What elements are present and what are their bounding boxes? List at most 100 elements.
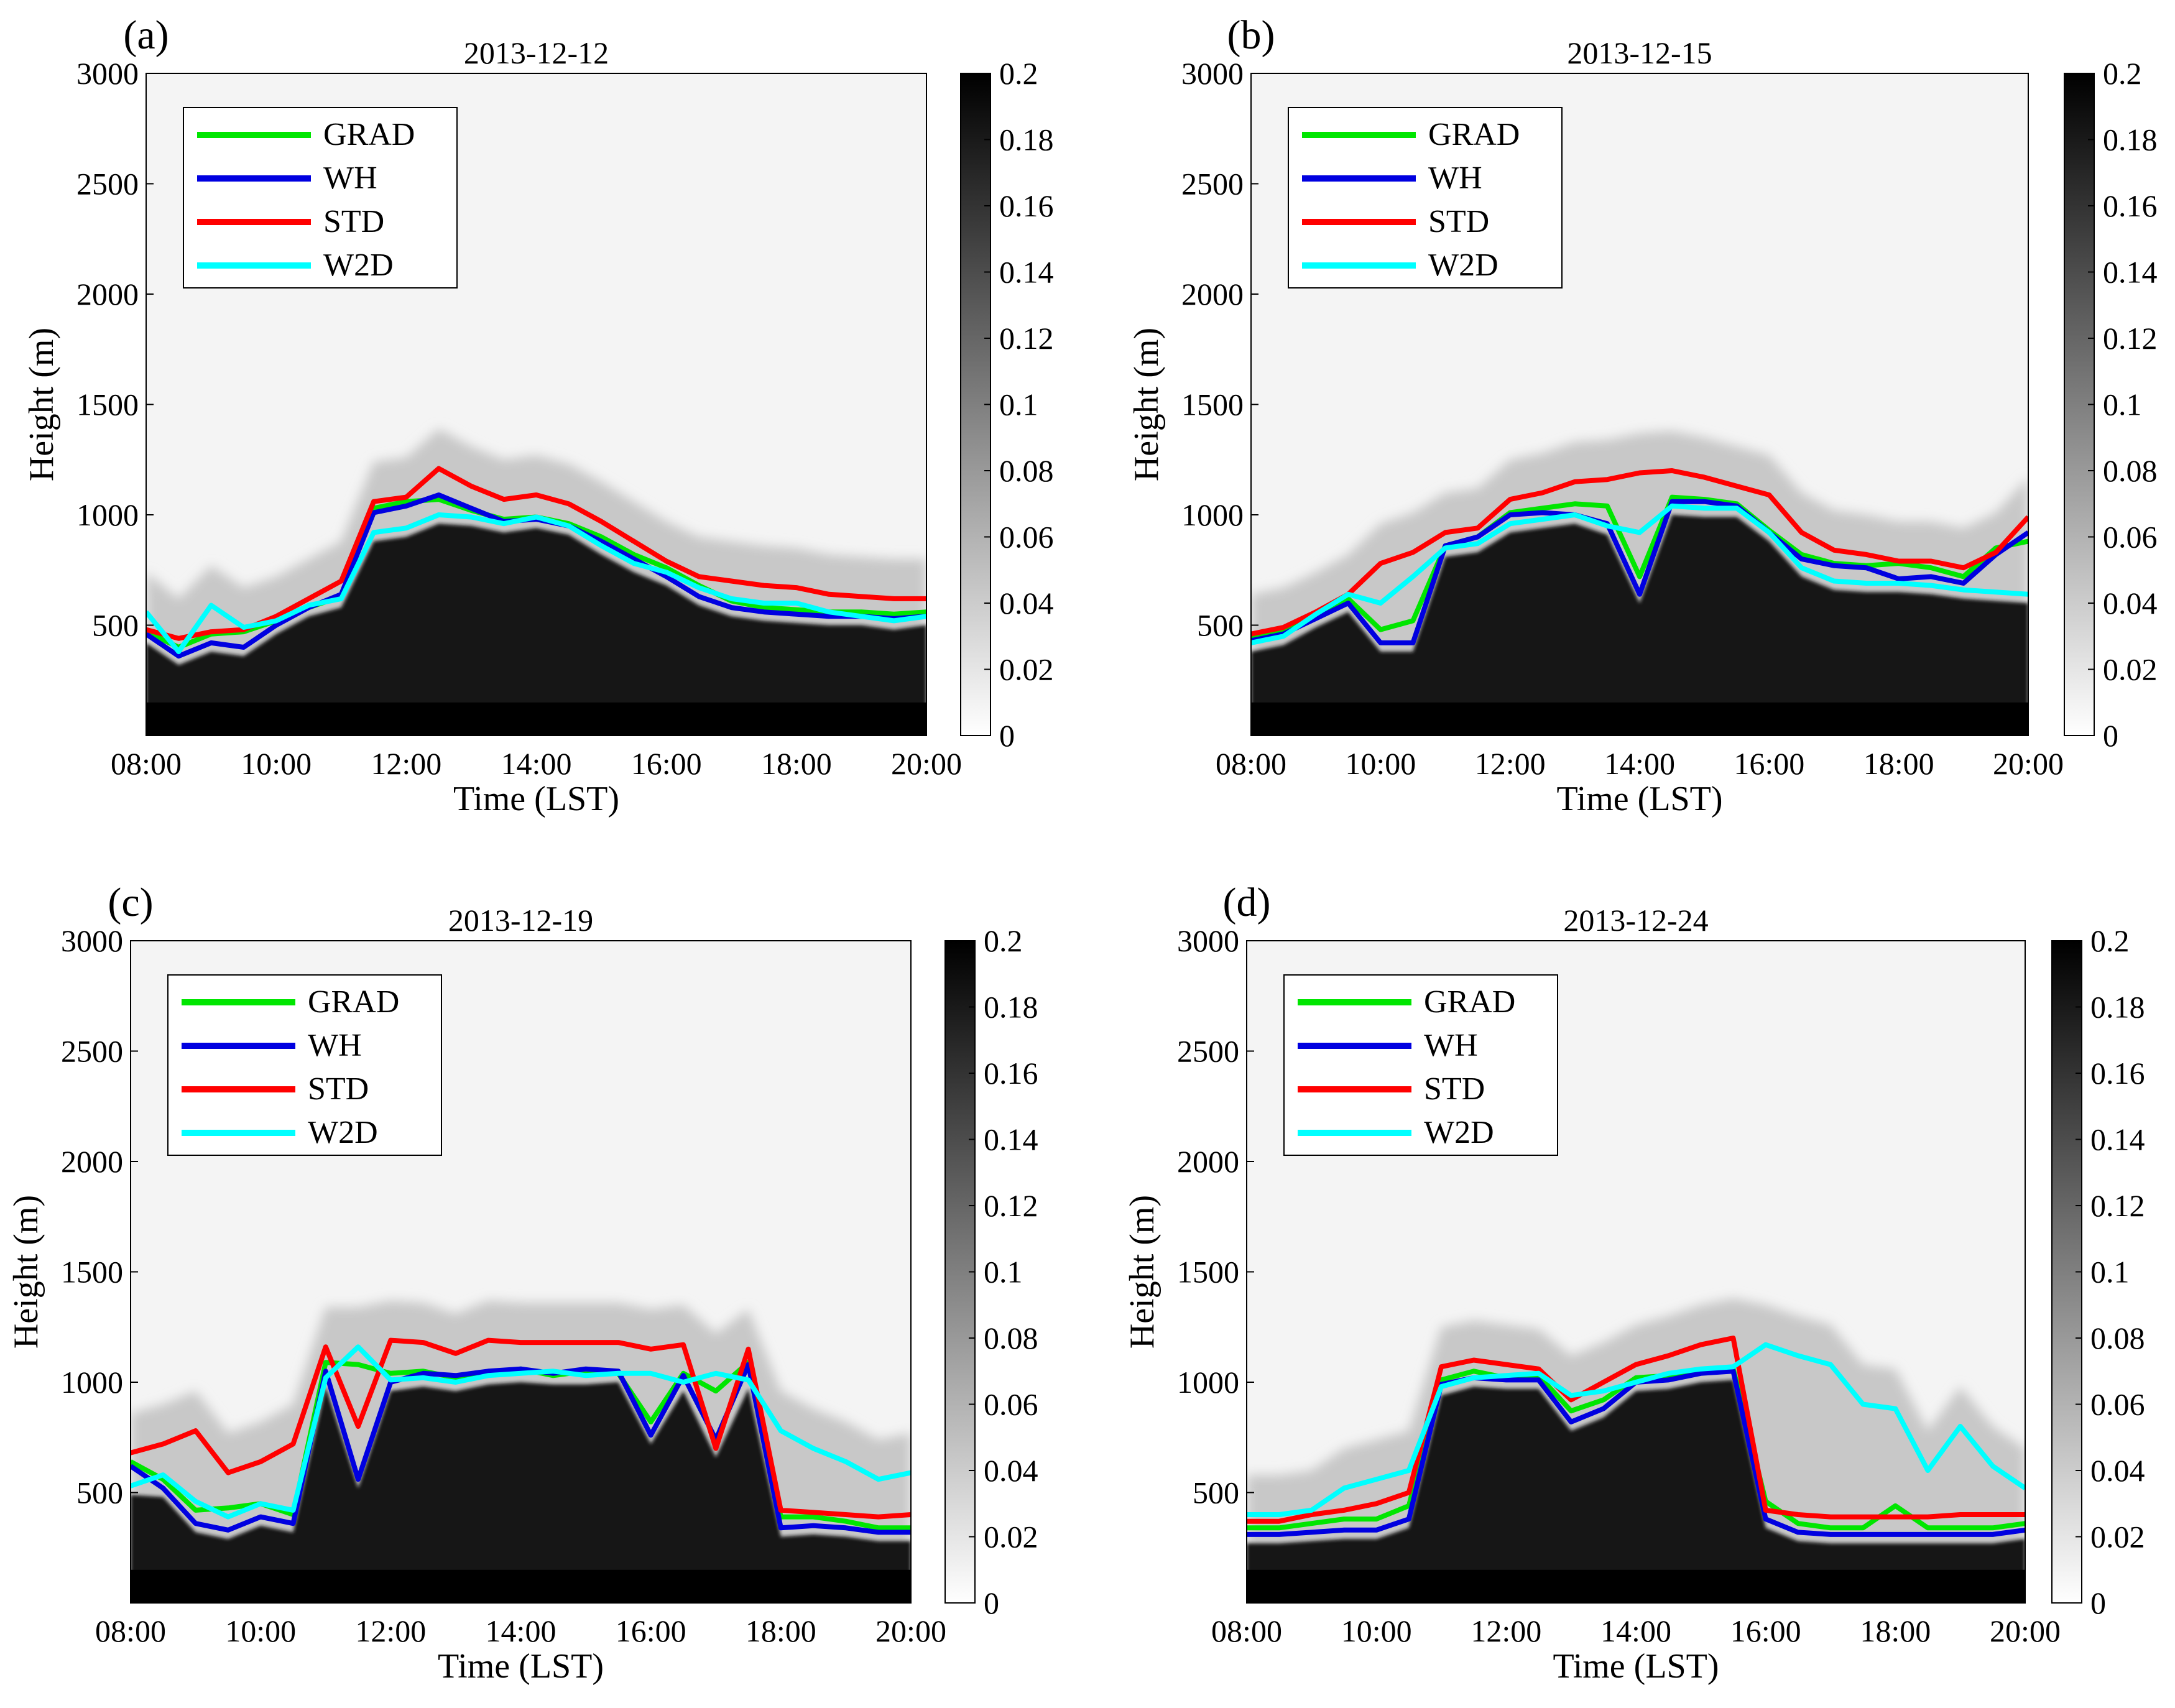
legend-label-w2d: W2D [323,247,394,283]
x-tick-label: 16:00 [1730,1613,1801,1648]
series-line-wh [131,1362,911,1535]
x-tick-label: 10:00 [241,746,312,781]
legend-label-std: STD [308,1071,369,1107]
legend: GRAD WH STD W2D [1288,107,1563,289]
series-line-std [131,1337,911,1520]
backscatter-field [1251,73,2028,736]
x-tick-label: 16:00 [1734,746,1804,781]
x-tick-label: 12:00 [1475,746,1546,781]
colorbar-tick-label: 0.18 [999,122,1054,157]
colorbar-tick-label: 0.06 [2090,1387,2145,1422]
y-tick-label: 500 [76,1475,123,1510]
chart-title: 2013-12-15 [1567,35,1712,70]
y-tick-label: 1000 [76,497,139,532]
colorbar-tick-label: 0.14 [2103,255,2158,290]
y-tick-label: 2000 [1181,277,1244,312]
x-tick-label: 10:00 [1345,746,1416,781]
y-tick-label: 2500 [1177,1034,1239,1069]
legend: GRAD WH STD W2D [167,974,442,1156]
colorbar-tick-label: 0.14 [984,1122,1038,1157]
colorbar-tick-label: 0.12 [999,321,1054,356]
colorbar-tick-label: 0.16 [2090,1056,2145,1091]
y-tick-label: 1500 [1177,1255,1239,1290]
legend-label-std: STD [1428,204,1489,239]
colorbar-tick-label: 0 [999,718,1015,753]
x-tick-label: 08:00 [95,1613,166,1648]
y-tick-label: 1500 [1181,387,1244,422]
colorbar-tick-label: 0.02 [2103,652,2158,687]
chart-title: 2013-12-19 [448,903,593,938]
series-line-w2d [146,512,926,655]
colorbar-tick-label: 0.1 [2090,1255,2130,1290]
colorbar-tick-label: 0.2 [2103,56,2142,91]
colorbar-tick-label: 0.02 [984,1520,1038,1554]
colorbar-tick-label: 0.2 [984,923,1023,958]
series-line-std [1247,1336,2025,1524]
colorbar-tick-label: 0.2 [999,56,1038,91]
colorbar-tick-label: 0.12 [984,1188,1038,1223]
colorbar-tick-label: 0.1 [2103,387,2142,422]
y-tick-label: 2500 [76,167,139,201]
legend-label-wh: WH [1424,1028,1478,1063]
series-line-wh [1251,499,2028,645]
legend-label-wh: WH [308,1028,362,1063]
legend-label-wh: WH [1428,160,1482,196]
colorbar-tick-label: 0 [2090,1586,2106,1620]
colorbar-tick-label: 0.16 [999,188,1054,223]
colorbar-tick-label: 0.12 [2103,321,2158,356]
x-tick-label: 20:00 [891,746,962,781]
colorbar-tick-label: 0.12 [2090,1188,2145,1223]
x-tick-label: 20:00 [875,1613,946,1648]
x-tick-label: 10:00 [225,1613,296,1648]
boundary-layer-backscatter [146,524,926,736]
colorbar-tick-label: 0.18 [2090,990,2145,1025]
y-tick-label: 3000 [1177,923,1239,958]
colorbar-tick-label: 0.02 [2090,1520,2145,1554]
y-tick-label: 1000 [61,1365,123,1400]
boundary-layer-backscatter [1251,515,2028,736]
y-tick-label: 1500 [76,387,139,422]
panel-label: (d) [1223,880,1271,925]
legend-label-w2d: W2D [308,1115,378,1150]
y-tick-label: 3000 [76,56,139,91]
x-axis-label: Time (LST) [438,1647,604,1686]
chart-panel-c: 08:00 10:00 12:00 14:00 16:00 18:00 20:00 500 10… [7,880,1038,1686]
y-axis-label: Height (m) [22,328,61,481]
y-tick-label: 500 [1193,1475,1239,1510]
colorbar-tick-label: 0 [984,1586,999,1620]
colorbar-tick-label: 0.04 [984,1453,1038,1488]
y-tick-label: 3000 [1181,56,1244,91]
series-line-w2d [1247,1342,2025,1517]
x-tick-label: 14:00 [1604,746,1675,781]
colorbar-tick-label: 0.08 [984,1321,1038,1355]
colorbar-tick-label: 0.16 [984,1056,1038,1091]
x-tick-label: 08:00 [1216,746,1286,781]
x-axis-label: Time (LST) [453,780,619,818]
x-tick-label: 20:00 [1990,1613,2061,1648]
colorbar: 0 0.02 0.04 0.06 0.08 0.1 0.12 0.14 0.16 0.18 0.2 [960,56,1054,753]
colorbar-tick-label: 0.1 [984,1255,1023,1290]
colorbar-tick-label: 0.2 [2090,923,2130,958]
colorbar: 0 0.02 0.04 0.06 0.08 0.1 0.12 0.14 0.16 0.18 0.2 [2051,923,2145,1620]
y-tick-label: 1000 [1181,497,1244,532]
colorbar-tick-label: 0.06 [984,1387,1038,1422]
series-line-w2d [1251,503,2028,645]
y-axis-label: Height (m) [1127,328,1166,481]
x-axis-label: Time (LST) [1556,780,1722,818]
legend-label-grad: GRAD [1428,117,1520,152]
series-line-std [1251,468,2028,637]
colorbar-tick-label: 0.04 [2103,586,2158,621]
legend-label-w2d: W2D [1424,1115,1494,1150]
y-tick-label: 1000 [1177,1365,1239,1400]
x-tick-label: 18:00 [746,1613,816,1648]
panel-label: (a) [123,12,169,58]
colorbar-tick-label: 0.08 [2090,1321,2145,1355]
x-tick-label: 14:00 [486,1613,556,1648]
series-line-w2d [131,1344,911,1520]
legend-label-grad: GRAD [1424,984,1515,1020]
x-tick-label: 16:00 [631,746,702,781]
series-line-grad [1247,1366,2025,1531]
colorbar-tick-label: 0.14 [999,255,1054,290]
x-tick-label: 18:00 [761,746,832,781]
x-axis-label: Time (LST) [1553,1647,1719,1686]
